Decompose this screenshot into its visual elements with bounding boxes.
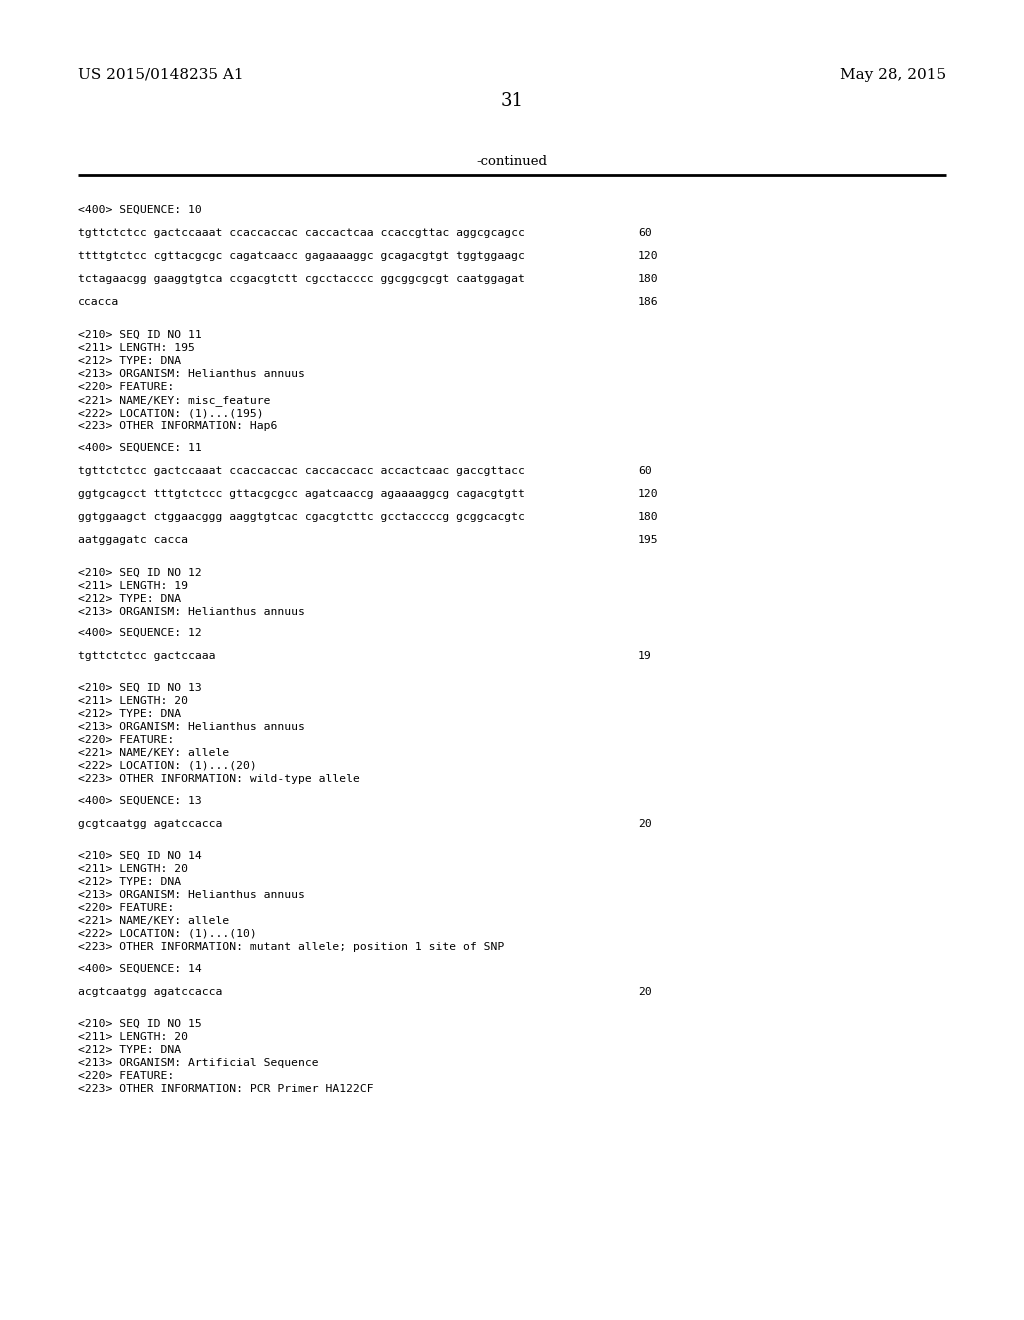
- Text: <220> FEATURE:: <220> FEATURE:: [78, 903, 174, 913]
- Text: <211> LENGTH: 195: <211> LENGTH: 195: [78, 343, 195, 352]
- Text: <211> LENGTH: 19: <211> LENGTH: 19: [78, 581, 188, 591]
- Text: <210> SEQ ID NO 14: <210> SEQ ID NO 14: [78, 851, 202, 861]
- Text: <210> SEQ ID NO 12: <210> SEQ ID NO 12: [78, 568, 202, 578]
- Text: <221> NAME/KEY: misc_feature: <221> NAME/KEY: misc_feature: [78, 395, 270, 407]
- Text: <212> TYPE: DNA: <212> TYPE: DNA: [78, 356, 181, 366]
- Text: gcgtcaatgg agatccacca: gcgtcaatgg agatccacca: [78, 818, 222, 829]
- Text: <222> LOCATION: (1)...(195): <222> LOCATION: (1)...(195): [78, 408, 263, 418]
- Text: ccacca: ccacca: [78, 297, 119, 308]
- Text: <213> ORGANISM: Artificial Sequence: <213> ORGANISM: Artificial Sequence: [78, 1059, 318, 1068]
- Text: ggtggaagct ctggaacggg aaggtgtcac cgacgtcttc gcctaccccg gcggcacgtc: ggtggaagct ctggaacggg aaggtgtcac cgacgtc…: [78, 512, 525, 521]
- Text: <210> SEQ ID NO 11: <210> SEQ ID NO 11: [78, 330, 202, 341]
- Text: 180: 180: [638, 512, 658, 521]
- Text: <211> LENGTH: 20: <211> LENGTH: 20: [78, 865, 188, 874]
- Text: tctagaacgg gaaggtgtca ccgacgtctt cgcctacccc ggcggcgcgt caatggagat: tctagaacgg gaaggtgtca ccgacgtctt cgcctac…: [78, 275, 525, 284]
- Text: 20: 20: [638, 987, 651, 997]
- Text: tgttctctcc gactccaaat ccaccaccac caccaccacc accactcaac gaccgttacc: tgttctctcc gactccaaat ccaccaccac caccacc…: [78, 466, 525, 477]
- Text: 19: 19: [638, 651, 651, 661]
- Text: <222> LOCATION: (1)...(20): <222> LOCATION: (1)...(20): [78, 762, 257, 771]
- Text: <212> TYPE: DNA: <212> TYPE: DNA: [78, 1045, 181, 1055]
- Text: <213> ORGANISM: Helianthus annuus: <213> ORGANISM: Helianthus annuus: [78, 722, 305, 733]
- Text: <211> LENGTH: 20: <211> LENGTH: 20: [78, 696, 188, 706]
- Text: -continued: -continued: [476, 154, 548, 168]
- Text: <213> ORGANISM: Helianthus annuus: <213> ORGANISM: Helianthus annuus: [78, 890, 305, 900]
- Text: <223> OTHER INFORMATION: mutant allele; position 1 site of SNP: <223> OTHER INFORMATION: mutant allele; …: [78, 942, 504, 952]
- Text: <210> SEQ ID NO 13: <210> SEQ ID NO 13: [78, 682, 202, 693]
- Text: <221> NAME/KEY: allele: <221> NAME/KEY: allele: [78, 748, 229, 758]
- Text: 31: 31: [501, 92, 523, 110]
- Text: <220> FEATURE:: <220> FEATURE:: [78, 735, 174, 744]
- Text: 60: 60: [638, 228, 651, 238]
- Text: <212> TYPE: DNA: <212> TYPE: DNA: [78, 876, 181, 887]
- Text: 195: 195: [638, 535, 658, 545]
- Text: 120: 120: [638, 488, 658, 499]
- Text: 186: 186: [638, 297, 658, 308]
- Text: tgttctctcc gactccaaat ccaccaccac caccactcaa ccaccgttac aggcgcagcc: tgttctctcc gactccaaat ccaccaccac caccact…: [78, 228, 525, 238]
- Text: <223> OTHER INFORMATION: PCR Primer HA122CF: <223> OTHER INFORMATION: PCR Primer HA12…: [78, 1084, 374, 1094]
- Text: ttttgtctcc cgttacgcgc cagatcaacc gagaaaaggc gcagacgtgt tggtggaagc: ttttgtctcc cgttacgcgc cagatcaacc gagaaaa…: [78, 251, 525, 261]
- Text: ggtgcagcct tttgtctccc gttacgcgcc agatcaaccg agaaaaggcg cagacgtgtt: ggtgcagcct tttgtctccc gttacgcgcc agatcaa…: [78, 488, 525, 499]
- Text: May 28, 2015: May 28, 2015: [840, 69, 946, 82]
- Text: <212> TYPE: DNA: <212> TYPE: DNA: [78, 709, 181, 719]
- Text: <223> OTHER INFORMATION: Hap6: <223> OTHER INFORMATION: Hap6: [78, 421, 278, 432]
- Text: <400> SEQUENCE: 11: <400> SEQUENCE: 11: [78, 444, 202, 453]
- Text: tgttctctcc gactccaaa: tgttctctcc gactccaaa: [78, 651, 215, 661]
- Text: acgtcaatgg agatccacca: acgtcaatgg agatccacca: [78, 987, 222, 997]
- Text: <213> ORGANISM: Helianthus annuus: <213> ORGANISM: Helianthus annuus: [78, 370, 305, 379]
- Text: <210> SEQ ID NO 15: <210> SEQ ID NO 15: [78, 1019, 202, 1030]
- Text: <222> LOCATION: (1)...(10): <222> LOCATION: (1)...(10): [78, 929, 257, 939]
- Text: <212> TYPE: DNA: <212> TYPE: DNA: [78, 594, 181, 605]
- Text: 60: 60: [638, 466, 651, 477]
- Text: <220> FEATURE:: <220> FEATURE:: [78, 381, 174, 392]
- Text: US 2015/0148235 A1: US 2015/0148235 A1: [78, 69, 244, 82]
- Text: 180: 180: [638, 275, 658, 284]
- Text: <400> SEQUENCE: 13: <400> SEQUENCE: 13: [78, 796, 202, 807]
- Text: aatggagatc cacca: aatggagatc cacca: [78, 535, 188, 545]
- Text: <223> OTHER INFORMATION: wild-type allele: <223> OTHER INFORMATION: wild-type allel…: [78, 774, 359, 784]
- Text: <400> SEQUENCE: 12: <400> SEQUENCE: 12: [78, 628, 202, 638]
- Text: <213> ORGANISM: Helianthus annuus: <213> ORGANISM: Helianthus annuus: [78, 607, 305, 616]
- Text: 120: 120: [638, 251, 658, 261]
- Text: <221> NAME/KEY: allele: <221> NAME/KEY: allele: [78, 916, 229, 927]
- Text: <400> SEQUENCE: 14: <400> SEQUENCE: 14: [78, 964, 202, 974]
- Text: 20: 20: [638, 818, 651, 829]
- Text: <400> SEQUENCE: 10: <400> SEQUENCE: 10: [78, 205, 202, 215]
- Text: <211> LENGTH: 20: <211> LENGTH: 20: [78, 1032, 188, 1041]
- Text: <220> FEATURE:: <220> FEATURE:: [78, 1071, 174, 1081]
